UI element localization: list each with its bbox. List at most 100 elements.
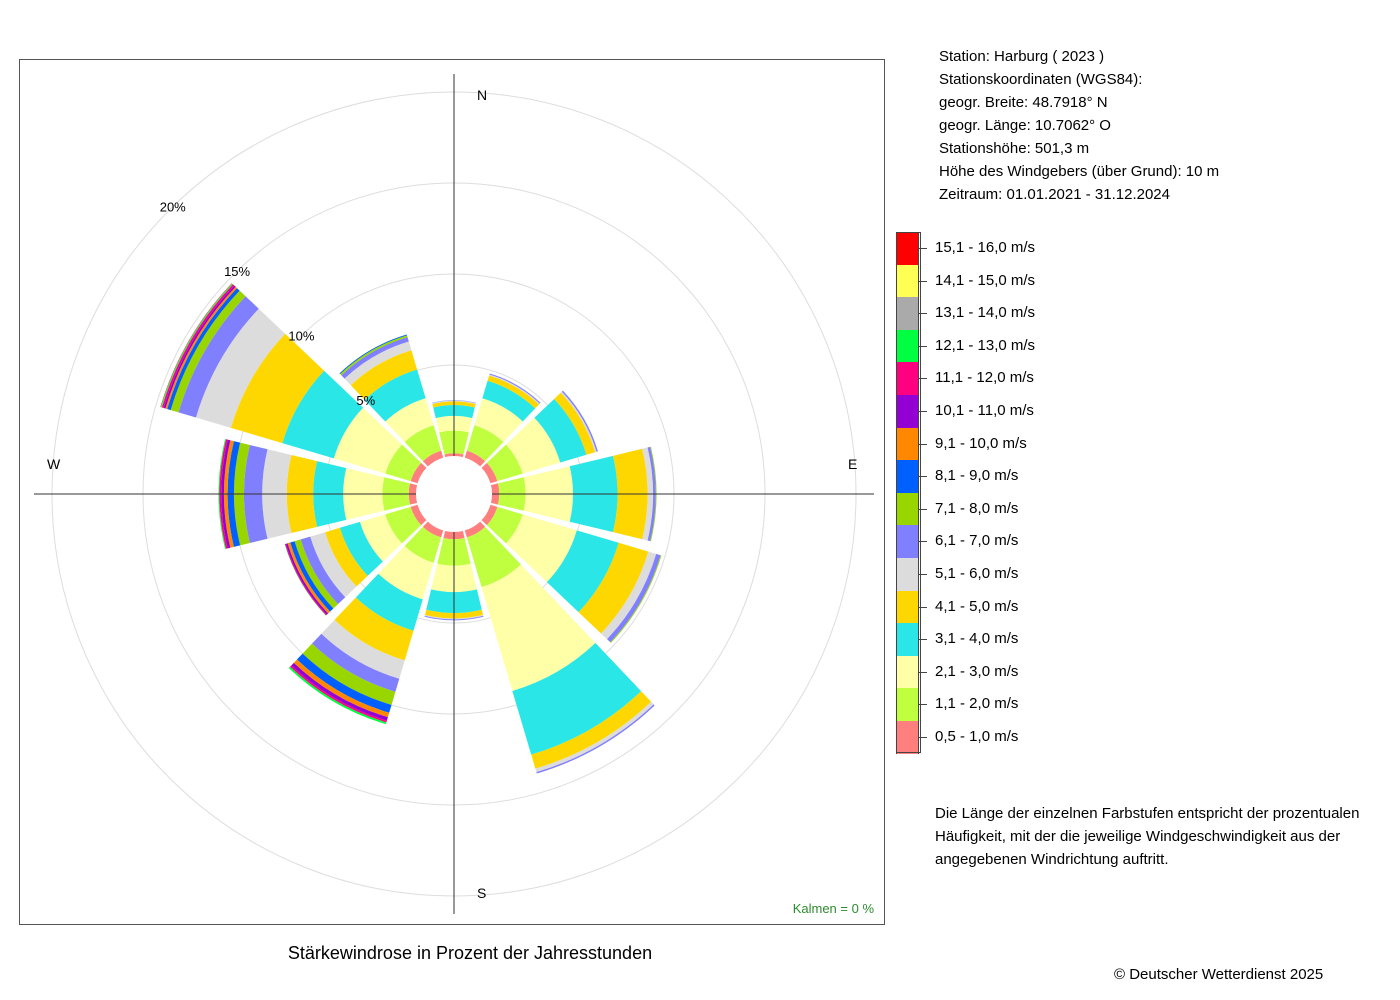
info-latitude: geogr. Breite: 48.7918° N (939, 94, 1108, 111)
wind-sector-segment (195, 308, 286, 428)
wind-sector-segment (341, 337, 409, 379)
legend-tick (919, 411, 927, 412)
legend-tick (919, 737, 927, 738)
ring-label: 20% (160, 200, 186, 215)
legend-item: 1,1 - 2,0 m/s (896, 688, 1096, 721)
legend-label: 0,5 - 1,0 m/s (935, 728, 1019, 745)
legend-label: 1,1 - 2,0 m/s (935, 695, 1019, 713)
wind-sector-segment (178, 296, 259, 418)
legend-tick (919, 639, 927, 641)
wind-sector-segment (359, 514, 403, 562)
legend-tick (919, 541, 927, 543)
legend-label: 2,1 - 3,0 m/s (935, 662, 1019, 680)
legend-tick (919, 508, 927, 510)
wind-sector-segment (474, 398, 523, 443)
legend-swatch (896, 427, 919, 461)
ring-label: 15% (224, 264, 250, 279)
wind-sector-segment (481, 564, 596, 691)
legend-label: 7,1 - 8,0 m/s (935, 499, 1019, 517)
legend-item: 9,1 - 10,0 m/s (896, 427, 1096, 461)
legend-item: 12,1 - 13,0 m/s (896, 329, 1096, 363)
wind-sector-segment (466, 425, 504, 462)
legend-tick (919, 345, 927, 347)
wind-sector-segment (300, 536, 346, 605)
wind-sector-segment (404, 526, 442, 563)
wind-sector-segment (486, 444, 523, 482)
legend-tick (919, 671, 927, 673)
calm-readout: Kalmen = 0 % (792, 901, 874, 916)
legend-label: 14,1 - 15,0 m/s (935, 271, 1036, 289)
wind-sector-segment (364, 369, 426, 422)
wind-sector-segment (410, 504, 427, 526)
chart-title: Stärkewindrose in Prozent der Jahresstun… (287, 943, 653, 963)
legend-tick (919, 280, 927, 282)
wind-sector-segment (486, 506, 523, 544)
info-longitude: geogr. Länge: 10.7062° O (939, 117, 1111, 134)
wind-sector-segment (325, 527, 368, 587)
legend-item: 13,1 - 14,0 m/s (896, 297, 1096, 330)
legend-tick (919, 704, 927, 706)
legend-label: 9,1 - 10,0 m/s (935, 434, 1027, 452)
wind-sector-segment (534, 398, 587, 463)
info-coordinates-heading: Stationskoordinaten (WGS84): (939, 71, 1143, 88)
wind-sector-segment (296, 653, 392, 713)
legend-item: 4,1 - 5,0 m/s (896, 590, 1096, 624)
compass-north: N (477, 87, 487, 103)
legend-label: 8,1 - 9,0 m/s (935, 467, 1019, 485)
wind-sector-segment (221, 439, 231, 549)
wind-sector-segment (333, 407, 403, 474)
wind-sector-segment (650, 446, 657, 542)
legend-item: 6,1 - 7,0 m/s (896, 525, 1096, 558)
wind-sector-segment (546, 530, 619, 613)
legend-label: 5,1 - 6,0 m/s (935, 565, 1019, 582)
legend-item: 14,1 - 15,0 m/s (896, 264, 1096, 298)
wind-sector-segment (422, 450, 444, 467)
legend-swatch (896, 590, 919, 624)
legend-label: 3,1 - 4,0 m/s (935, 630, 1019, 648)
legend-swatch (896, 655, 919, 689)
legend-swatch (896, 362, 919, 395)
wind-sector-segment (424, 615, 484, 620)
wind-sector-segment (647, 446, 656, 542)
wind-rose-panel: N E S W 5% 10% 15% 20% Kalmen = 0 % (19, 59, 885, 925)
wind-sector-segment (424, 615, 484, 621)
wind-sector-segment (293, 659, 390, 718)
legend-tick (919, 606, 927, 608)
wind-sector-segment (535, 701, 654, 773)
wind-sector-segment (311, 633, 400, 692)
wind-sector-segment (350, 350, 418, 400)
wind-sector-segment (294, 539, 338, 609)
wind-sector-segment (321, 619, 405, 679)
legend-swatch (896, 232, 919, 265)
legend-item: 11,1 - 12,0 m/s (896, 362, 1096, 395)
legend-item: 2,1 - 3,0 m/s (896, 655, 1096, 689)
wind-sector-segment (505, 417, 561, 474)
compass-east: E (848, 456, 857, 472)
wind-sector-segment (466, 526, 521, 588)
legend-tick (919, 574, 927, 575)
wind-sector-segment (302, 643, 396, 705)
legend-swatch (896, 297, 919, 330)
legend-label: 10,1 - 11,0 m/s (935, 402, 1034, 419)
wind-sector-segment (385, 506, 422, 544)
legend-swatch (896, 492, 919, 526)
legend-item: 3,1 - 4,0 m/s (896, 623, 1096, 656)
wind-sector-segment (606, 553, 661, 643)
info-station: Station: Harburg ( 2023 ) (939, 48, 1105, 65)
wind-sector-segment (481, 462, 498, 484)
wind-sector-segment (218, 439, 226, 549)
legend-label: 6,1 - 7,0 m/s (935, 532, 1019, 550)
wind-sector-segment (464, 521, 486, 538)
legend-tick (919, 248, 927, 249)
legend-tick (919, 378, 927, 380)
wind-sector-segment (339, 521, 383, 576)
legend-label: 11,1 - 12,0 m/s (935, 369, 1034, 387)
wind-sector-segment (290, 541, 334, 612)
ring-label: 5% (356, 393, 375, 408)
wind-sector-segment (531, 691, 652, 769)
wind-sector-segment (230, 333, 325, 444)
copyright-notice: © Deutscher Wetterdienst 2025 (1114, 966, 1324, 983)
wind-sector-segment (287, 542, 331, 614)
legend-label: 12,1 - 13,0 m/s (935, 336, 1036, 354)
wind-sector-segment (291, 662, 388, 721)
